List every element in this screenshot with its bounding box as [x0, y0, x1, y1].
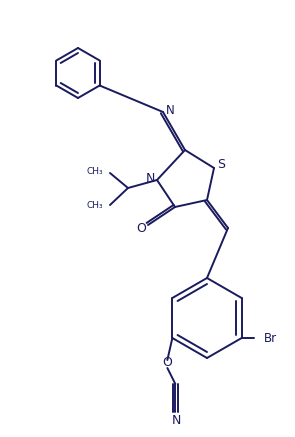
Text: N: N	[165, 104, 174, 118]
Text: S: S	[217, 159, 225, 171]
Text: CH₃: CH₃	[86, 167, 103, 177]
Text: CH₃: CH₃	[86, 201, 103, 211]
Text: N: N	[145, 173, 155, 185]
Text: O: O	[163, 357, 172, 370]
Text: Br: Br	[264, 332, 277, 344]
Text: O: O	[136, 222, 146, 235]
Text: N: N	[172, 415, 181, 427]
